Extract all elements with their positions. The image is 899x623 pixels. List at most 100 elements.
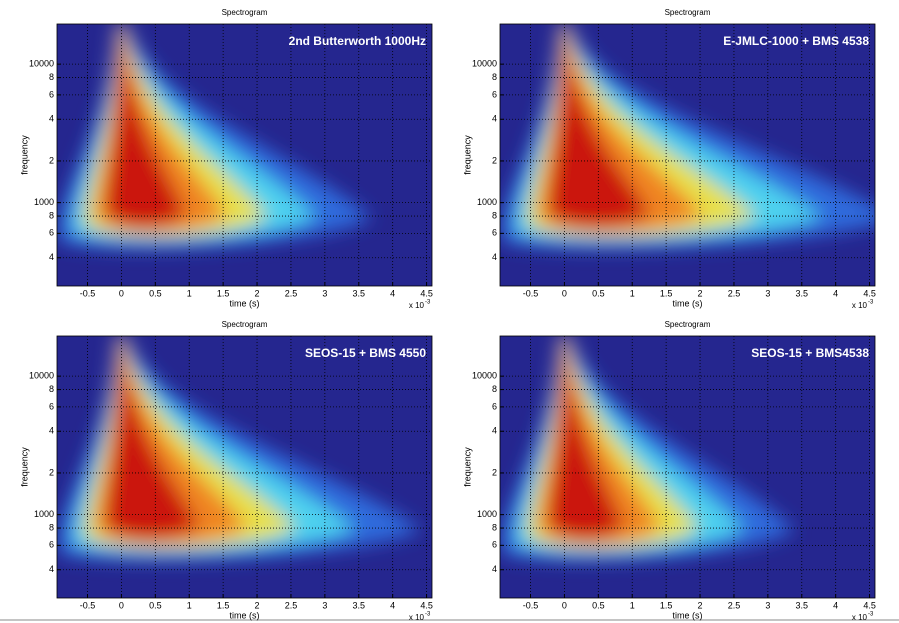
x-multiplier-power: -3 [868, 612, 874, 618]
plot-frame [56, 23, 433, 287]
y-tick-label: 2 [492, 155, 497, 165]
x-multiplier-base: x 10 [409, 301, 425, 310]
y-tick-label: 4 [49, 252, 54, 262]
x-axis-label: time (s) [673, 610, 703, 620]
y-tick-label: 8 [492, 210, 497, 220]
x-tick-label: 0.5 [592, 600, 605, 610]
y-tick-label: 10000 [29, 371, 54, 381]
y-tick-label: 6 [492, 89, 497, 99]
heatmap-blobs [58, 24, 372, 249]
x-tick-label: 4 [390, 288, 395, 298]
x-tick-label: 4.5 [420, 288, 433, 298]
x-tick-label: 1.5 [660, 600, 673, 610]
x-multiplier-base: x 10 [852, 613, 868, 622]
y-tick-label: 4 [492, 426, 497, 436]
y-tick-label: 4 [49, 426, 54, 436]
annotation: SEOS-15 + BMS4538 [751, 346, 869, 360]
y-tick-label: 4 [492, 114, 497, 124]
y-tick-label: 8 [492, 384, 497, 394]
heatmap-region [105, 24, 187, 229]
x-tick-label: -0.5 [80, 600, 96, 610]
x-tick-label: 0 [562, 600, 567, 610]
y-tick-label: 2 [492, 467, 497, 477]
x-tick-label: 3.5 [353, 600, 366, 610]
x-multiplier-power: -3 [425, 300, 431, 306]
x-tick-label: 0.5 [149, 600, 162, 610]
y-tick-label: 8 [49, 384, 54, 394]
y-tick-label: 10000 [472, 59, 497, 69]
x-tick-label: 1 [630, 288, 635, 298]
y-tick-label: 1000 [477, 197, 497, 207]
plot-frame [56, 335, 433, 599]
y-tick-label: 4 [49, 564, 54, 574]
x-tick-label: -0.5 [80, 288, 96, 298]
x-tick-label: 4.5 [863, 288, 876, 298]
y-tick-label: 2 [49, 467, 54, 477]
chart-title: Spectrogram [222, 8, 268, 17]
x-tick-label: 2.5 [285, 288, 298, 298]
heatmap-blobs [501, 24, 875, 249]
panel: -0.5 0 0.5 1 1.5 2 2.5 3 3.5 4 4.5 4 6 8 1000 2 4 6 8 10000… [19, 8, 432, 310]
x-tick-label: 1.5 [660, 288, 673, 298]
x-tick-label: -0.5 [523, 288, 539, 298]
x-tick-label: 0.5 [592, 288, 605, 298]
x-multiplier-power: -3 [868, 300, 874, 306]
y-tick-label: 6 [49, 228, 54, 238]
y-tick-label: 8 [49, 210, 54, 220]
y-tick-label: 1000 [34, 197, 54, 207]
x-axis-label: time (s) [673, 298, 703, 308]
heatmap-region [105, 336, 200, 541]
y-tick-label: 4 [49, 114, 54, 124]
y-axis-label: frequency [462, 447, 472, 487]
x-tick-label: 1.5 [217, 600, 230, 610]
x-tick-label: 1 [187, 600, 192, 610]
x-tick-label: 2.5 [728, 288, 741, 298]
y-tick-label: 10000 [472, 371, 497, 381]
y-tick-label: 6 [49, 401, 54, 411]
x-tick-label: 2.5 [728, 600, 741, 610]
y-tick-label: 6 [49, 540, 54, 550]
x-tick-label: 4 [833, 600, 838, 610]
y-axis-label: frequency [19, 447, 29, 487]
y-tick-label: 8 [49, 72, 54, 82]
heatmap-region [548, 24, 651, 229]
x-tick-label: 3.5 [353, 288, 366, 298]
x-tick-label: 0 [119, 600, 124, 610]
x-tick-label: 4.5 [863, 600, 876, 610]
x-tick-label: 2 [698, 288, 703, 298]
x-tick-label: 4 [390, 600, 395, 610]
panel: -0.5 0 0.5 1 1.5 2 2.5 3 3.5 4 4.5 4 6 8 1000 2 4 6 8 10000… [19, 320, 432, 622]
x-tick-label: 1 [187, 288, 192, 298]
y-tick-label: 10000 [29, 59, 54, 69]
heatmap-blobs [58, 336, 422, 561]
x-tick-label: 1.5 [217, 288, 230, 298]
x-tick-label: 2 [255, 288, 260, 298]
y-tick-label: 6 [49, 89, 54, 99]
heatmap-blobs [501, 336, 795, 561]
x-tick-label: 4 [833, 288, 838, 298]
heatmap-region [548, 336, 625, 541]
y-tick-label: 1000 [477, 509, 497, 519]
x-multiplier-base: x 10 [852, 301, 868, 310]
x-tick-label: -0.5 [523, 600, 539, 610]
y-tick-label: 4 [492, 564, 497, 574]
x-tick-label: 3 [765, 600, 770, 610]
chart-title: Spectrogram [665, 320, 711, 329]
x-tick-label: 2.5 [285, 600, 298, 610]
panel: -0.5 0 0.5 1 1.5 2 2.5 3 3.5 4 4.5 4 6 8 1000 2 4 6 8 10000… [462, 8, 876, 310]
y-tick-label: 8 [492, 72, 497, 82]
y-tick-label: 2 [49, 155, 54, 165]
x-tick-label: 0 [562, 288, 567, 298]
x-multiplier-power: -3 [425, 612, 431, 618]
plot-frame [499, 335, 876, 599]
x-tick-label: 1 [630, 600, 635, 610]
heatmap-image [501, 336, 795, 561]
x-axis-label: time (s) [230, 610, 260, 620]
x-tick-label: 4.5 [420, 600, 433, 610]
x-tick-label: 3 [765, 288, 770, 298]
heatmap-image [58, 336, 422, 561]
x-tick-label: 3 [322, 288, 327, 298]
x-tick-label: 3.5 [796, 600, 809, 610]
x-tick-label: 0.5 [149, 288, 162, 298]
y-tick-label: 4 [492, 252, 497, 262]
